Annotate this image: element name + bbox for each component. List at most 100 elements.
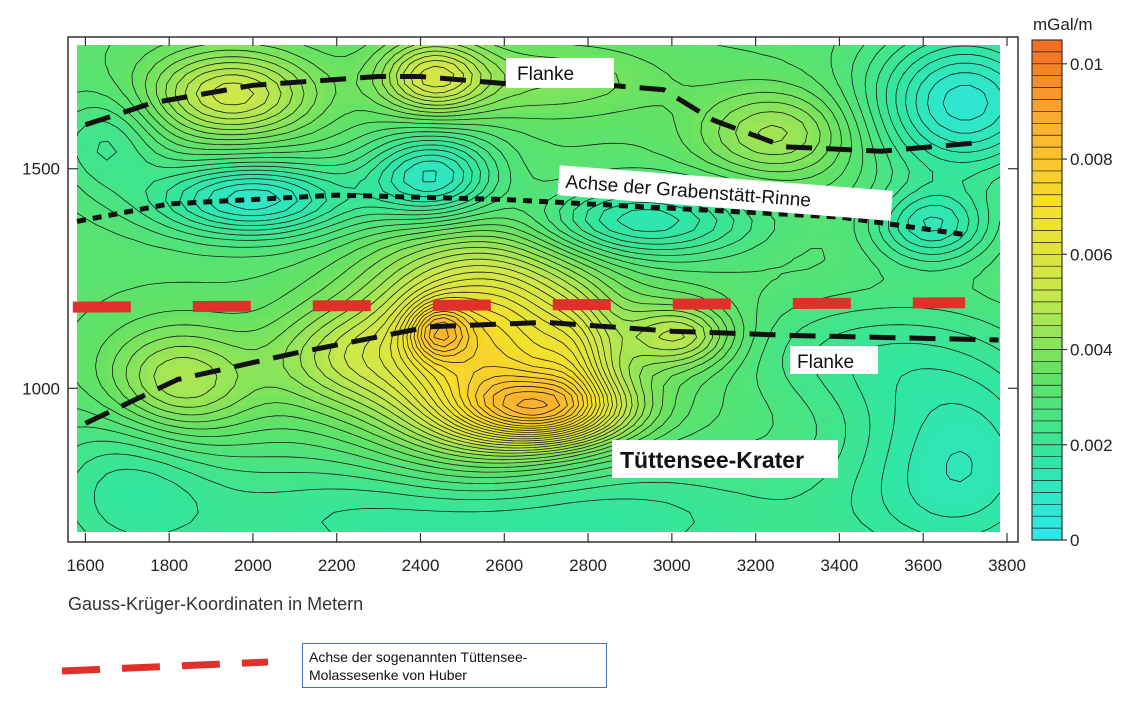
heatmap-cell [563,122,574,134]
heatmap-cell [513,181,525,192]
heatmap-cell [603,288,614,299]
heatmap-cell [702,337,713,348]
heatmap-cell [245,385,257,397]
heatmap-cell [513,122,525,134]
heatmap-cell [791,337,803,348]
heatmap-cell [483,434,495,445]
heatmap-cell [454,317,465,329]
heatmap-cell [751,278,763,290]
heatmap-cell [206,64,217,75]
heatmap-cell [325,346,336,358]
heatmap-cell [732,259,743,270]
heatmap-cell [692,415,703,426]
heatmap-cell [305,161,316,173]
heatmap-cell [900,522,912,532]
heatmap-cell [126,210,138,221]
heatmap-cell [354,103,366,114]
heatmap-cell [483,502,495,514]
heatmap-cell [583,337,594,348]
heatmap-cell [315,317,326,329]
heatmap-cell [206,502,217,514]
heatmap-cell [910,454,922,465]
heatmap-cell [821,405,832,416]
heatmap-cell [612,317,624,329]
heatmap-cell [335,64,346,75]
heatmap-cell [196,113,207,124]
heatmap-cell [364,210,376,221]
heatmap-cell [861,230,872,241]
heatmap-cell [970,483,981,494]
heatmap-cell [225,239,237,251]
heatmap-cell [920,317,932,329]
heatmap-cell [930,93,942,105]
heatmap-cell [364,502,376,514]
heatmap-cell [702,415,713,426]
heatmap-cell [424,502,435,514]
heatmap-cell [642,54,654,66]
heatmap-cell [176,434,187,445]
heatmap-cell [712,74,723,85]
heatmap-cell [374,424,386,436]
heatmap-cell [255,161,267,173]
heatmap-cell [821,103,832,114]
heatmap-cell [86,405,98,416]
heatmap-cell [325,493,336,504]
heatmap-cell [146,463,157,475]
heatmap-cell [692,210,703,221]
heatmap-cell [255,454,267,465]
heatmap-cell [652,278,664,290]
heatmap-cell [384,93,396,105]
heatmap-cell [960,113,971,124]
heatmap-cell [761,415,773,426]
heatmap-cell [950,249,961,260]
heatmap-cell [573,142,584,153]
heatmap-cell [543,239,554,251]
heatmap-cell [622,132,634,143]
heatmap-cell [910,444,922,455]
heatmap-cell [335,463,346,475]
heatmap-cell [980,249,991,260]
heatmap-cell [533,181,545,192]
heatmap-cell [702,122,713,134]
heatmap-cell [473,74,485,85]
heatmap-cell [890,239,902,251]
heatmap-cell [523,376,535,387]
heatmap-cell [424,210,435,221]
heatmap-cell [603,103,614,114]
heatmap-cell [404,502,416,514]
heatmap-cell [593,317,604,329]
heatmap-cell [126,181,138,192]
heatmap-cell [980,307,991,319]
heatmap-cell [692,493,703,504]
heatmap-cell [454,103,465,114]
heatmap-cell [434,191,445,202]
colorbar-tick-label: 0.004 [1070,341,1113,360]
heatmap-cell [593,307,604,319]
heatmap-cell [503,366,515,377]
heatmap-cell [295,113,306,124]
heatmap-cell [483,512,495,523]
heatmap-cell [732,230,743,241]
heatmap-cell [245,259,257,270]
heatmap-cell [255,337,267,348]
heatmap-cell [583,259,594,270]
heatmap-cell [563,210,574,221]
heatmap-cell [325,424,336,436]
heatmap-cell [732,405,743,416]
heatmap-cell [751,337,763,348]
heatmap-cell [920,171,932,182]
heatmap-cell [940,307,951,319]
heatmap-cell [970,113,981,124]
heatmap-cell [523,132,535,143]
heatmap-cell [96,327,108,338]
heatmap-cell [652,122,664,134]
heatmap-cell [384,132,396,143]
heatmap-cell [344,376,356,387]
heatmap-cell [275,366,287,377]
heatmap-cell [682,385,693,397]
heatmap-cell [464,74,475,85]
heatmap-cell [970,171,981,182]
heatmap-cell [493,385,505,397]
heatmap-cell [781,269,793,280]
heatmap-cell [851,307,862,319]
